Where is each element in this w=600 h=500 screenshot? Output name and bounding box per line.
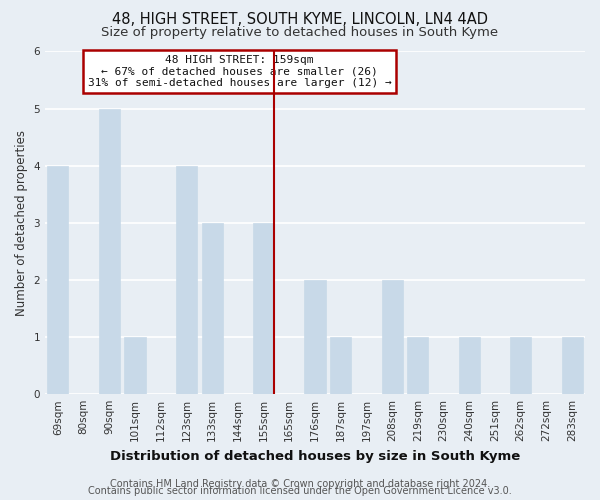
Bar <box>47 166 68 394</box>
Bar <box>562 337 583 394</box>
X-axis label: Distribution of detached houses by size in South Kyme: Distribution of detached houses by size … <box>110 450 520 462</box>
Text: Contains HM Land Registry data © Crown copyright and database right 2024.: Contains HM Land Registry data © Crown c… <box>110 479 490 489</box>
Bar <box>253 223 274 394</box>
Text: Size of property relative to detached houses in South Kyme: Size of property relative to detached ho… <box>101 26 499 39</box>
Bar <box>407 337 428 394</box>
Bar <box>202 223 223 394</box>
Bar <box>304 280 326 394</box>
Text: 48 HIGH STREET: 159sqm
← 67% of detached houses are smaller (26)
31% of semi-det: 48 HIGH STREET: 159sqm ← 67% of detached… <box>88 55 391 88</box>
Bar <box>510 337 531 394</box>
Bar <box>176 166 197 394</box>
Bar <box>382 280 403 394</box>
Bar <box>459 337 480 394</box>
Text: 48, HIGH STREET, SOUTH KYME, LINCOLN, LN4 4AD: 48, HIGH STREET, SOUTH KYME, LINCOLN, LN… <box>112 12 488 28</box>
Bar <box>99 108 120 394</box>
Text: Contains public sector information licensed under the Open Government Licence v3: Contains public sector information licen… <box>88 486 512 496</box>
Bar <box>330 337 351 394</box>
Bar <box>124 337 146 394</box>
Y-axis label: Number of detached properties: Number of detached properties <box>15 130 28 316</box>
